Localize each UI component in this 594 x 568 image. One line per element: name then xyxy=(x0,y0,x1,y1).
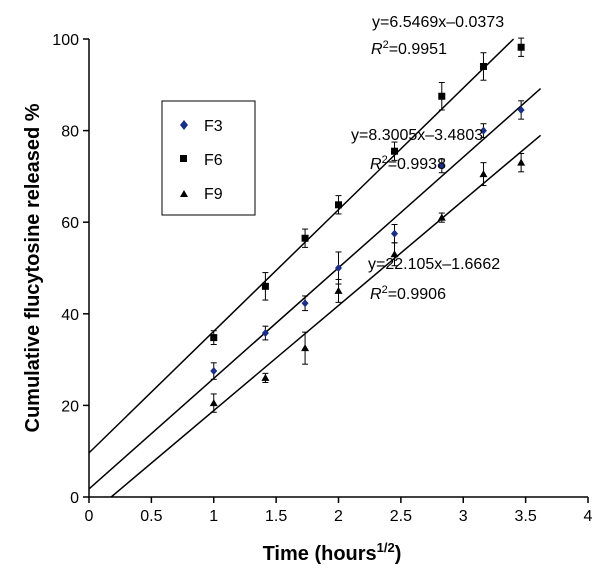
regression-lines xyxy=(88,38,542,498)
fit-line-f6 xyxy=(88,38,515,454)
point-f9 xyxy=(517,158,526,166)
point-f3 xyxy=(438,161,446,170)
point-f6 xyxy=(438,92,446,100)
legend-label-f6: F6 xyxy=(204,152,223,169)
annotation-f6: y=6.5469x–0.0373 R2=0.9951 xyxy=(371,14,504,58)
point-f3 xyxy=(391,229,399,238)
point-f6 xyxy=(479,62,487,70)
point-f9 xyxy=(334,286,343,294)
x-tick-label: 2.5 xyxy=(390,508,412,525)
legend-marker-f3 xyxy=(180,120,188,130)
legend-marker-f6 xyxy=(180,155,187,162)
point-f3 xyxy=(335,264,342,272)
point-f3 xyxy=(210,367,218,376)
equation-f6: y=6.5469x–0.0373 xyxy=(372,14,504,31)
point-f6 xyxy=(335,201,342,209)
x-tick-label: 0 xyxy=(85,508,94,525)
x-tick-label: 4 xyxy=(584,508,593,525)
point-f6 xyxy=(517,43,525,51)
point-f9 xyxy=(390,250,399,258)
r2-f9: R2=0.9906 xyxy=(370,284,446,303)
fit-line-f3 xyxy=(88,88,542,490)
point-f3 xyxy=(261,329,269,338)
x-axis-title: Time (hours1/2) xyxy=(263,540,402,565)
point-f3 xyxy=(301,299,309,308)
annotation-f3: y=8.3005x–3.4803 R2=0.9938 xyxy=(351,127,483,173)
point-f6 xyxy=(261,282,269,290)
r2-f6: R2=0.9951 xyxy=(371,39,447,58)
annotation-f9: y=22.105x–1.6662 R2=0.9906 xyxy=(368,256,500,303)
fit-line-f9 xyxy=(110,134,542,498)
point-f9 xyxy=(479,170,488,178)
x-tick-label: 3 xyxy=(459,508,468,525)
equation-f3: y=8.3005x–3.4803 xyxy=(351,127,483,144)
y-tick-label: 80 xyxy=(61,124,79,141)
point-f6 xyxy=(391,147,399,155)
legend-box xyxy=(161,100,256,216)
x-tick-label: 0.5 xyxy=(140,508,162,525)
y-tick-label: 60 xyxy=(61,215,79,232)
y-tick-label: 40 xyxy=(61,307,79,324)
error-bars xyxy=(210,37,525,413)
x-tick-label: 3.5 xyxy=(515,508,537,525)
r2-f3: R2=0.9938 xyxy=(370,154,446,173)
equation-f9: y=22.105x–1.6662 xyxy=(368,256,500,273)
point-f9 xyxy=(261,373,270,381)
x-tick-label: 2 xyxy=(334,508,343,525)
x-tick-label: 1 xyxy=(209,508,218,525)
point-f9 xyxy=(301,344,310,352)
point-f6 xyxy=(210,334,218,342)
y-tick-label: 100 xyxy=(52,32,79,49)
point-f3 xyxy=(479,126,487,135)
legend-label-f3: F3 xyxy=(204,118,223,135)
legend-label-f9: F9 xyxy=(204,186,223,203)
legend-marker-f9 xyxy=(180,190,188,197)
y-tick-label: 20 xyxy=(61,398,79,415)
y-axis-title: Cumulative flucytosine released % xyxy=(22,103,44,432)
data-markers xyxy=(209,43,526,407)
point-f6 xyxy=(301,234,309,242)
legend: F3 F6 F9 xyxy=(161,100,256,216)
point-f3 xyxy=(517,105,525,114)
point-f9 xyxy=(437,213,446,221)
x-tick-label: 1.5 xyxy=(265,508,287,525)
y-tick-label: 0 xyxy=(70,490,79,507)
point-f9 xyxy=(209,399,218,407)
